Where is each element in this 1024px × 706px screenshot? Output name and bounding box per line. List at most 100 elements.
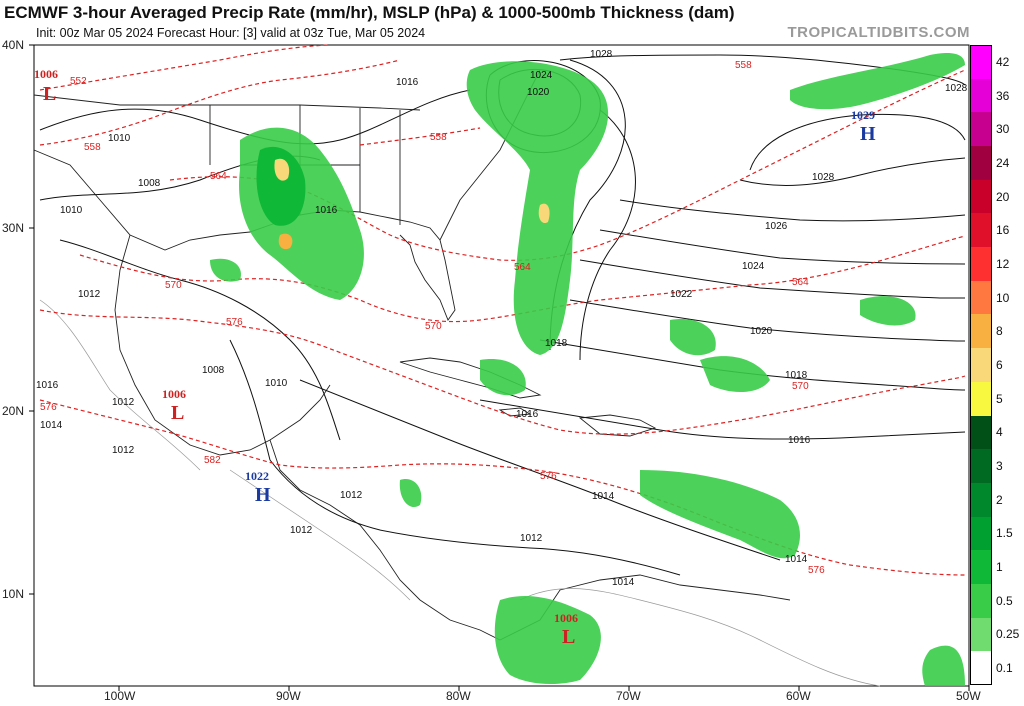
thickness-label: 564 [210, 171, 227, 182]
isobar-label: 1018 [545, 338, 568, 349]
colorbar-segment [970, 583, 992, 619]
colorbar-segment [970, 482, 992, 518]
lon-label: 60W [786, 689, 811, 703]
isobar-label: 1010 [108, 133, 131, 144]
isobar-label: 1012 [112, 397, 135, 408]
thickness-label: 552 [70, 76, 87, 87]
isobar-label: 1014 [785, 554, 808, 565]
isobar-label: 1022 [670, 289, 693, 300]
colorbar-label: 5 [996, 391, 1003, 406]
colorbar-label: 1.5 [996, 526, 1013, 541]
thickness-label: 564 [514, 262, 531, 273]
isobar-label: 1016 [36, 380, 59, 391]
isobar-label: 1010 [265, 378, 288, 389]
colorbar-label: 3 [996, 459, 1003, 474]
isobar-label: 1028 [812, 172, 835, 183]
colorbar-label: 8 [996, 324, 1003, 339]
lon-label: 80W [446, 689, 471, 703]
isobar-label: 1012 [340, 490, 363, 501]
colorbar-segment [970, 179, 992, 214]
coastlines [33, 69, 791, 641]
thickness-label: 558 [430, 132, 447, 143]
isobar-label: 1012 [290, 525, 313, 536]
lat-label: 10N [2, 587, 25, 601]
pressure-letter: L [171, 402, 184, 424]
isobar-label: 1020 [527, 87, 550, 98]
high-center-atlantic: 1029 H [851, 108, 876, 145]
pressure-centers: 1006 L 1006 L 1022 H 1006 L 1029 H [34, 67, 876, 648]
map-title: ECMWF 3-hour Averaged Precip Rate (mm/hr… [4, 3, 735, 22]
isobar-label: 1024 [742, 261, 765, 272]
lon-label: 70W [616, 689, 641, 703]
colorbar-segment [970, 381, 992, 416]
colorbar-label: 42 [996, 54, 1010, 69]
isobar-label: 1012 [112, 445, 135, 456]
isobar-label: 1014 [592, 491, 615, 502]
isobar-label-group: 1028 1024 1020 1016 1010 1008 1010 1016 … [36, 49, 968, 588]
colorbar-segment [970, 449, 992, 484]
pressure-value: 1029 [851, 108, 875, 122]
colorbar-segment [970, 415, 992, 450]
colorbar-segment [970, 78, 992, 113]
isobar-label: 1014 [40, 420, 63, 431]
thickness-label: 570 [425, 321, 442, 332]
thickness-label: 564 [792, 277, 809, 288]
pressure-letter: L [43, 83, 56, 105]
lat-label: 40N [2, 38, 25, 52]
colorbar-segment [970, 516, 992, 551]
colorbar-label: 24 [996, 155, 1010, 170]
axis-ticks [29, 44, 970, 691]
isobar-label: 1008 [202, 365, 225, 376]
colorbar-label: 0.25 [996, 627, 1020, 642]
colorbar-segment [970, 617, 992, 652]
colorbar-label: 6 [996, 358, 1003, 372]
thickness-label: 558 [735, 60, 752, 71]
isobar-label: 1028 [945, 83, 968, 94]
colorbar-label: 10 [996, 290, 1010, 305]
terrain-contours [39, 299, 881, 687]
colorbar-segment [970, 45, 992, 80]
thickness-label-group: 552 558 558 564 570 576 570 576 564 558 … [40, 60, 825, 576]
colorbar-label: 4 [996, 425, 1003, 440]
pressure-letter: H [255, 484, 271, 506]
isobar-label: 1026 [765, 221, 788, 232]
low-center-colombia: 1006 L [554, 611, 578, 648]
thickness-label: 576 [808, 565, 825, 576]
isobar-label: 1018 [785, 370, 808, 381]
thickness-label: 576 [540, 471, 557, 482]
isobar-label: 1012 [78, 289, 101, 300]
isobar-label: 1016 [396, 77, 419, 88]
pressure-letter: H [860, 123, 876, 145]
pressure-letter: L [562, 626, 575, 648]
thickness-label: 570 [165, 280, 182, 291]
high-center-central-america: 1022 H [245, 469, 271, 506]
colorbar-segment [970, 213, 992, 248]
isobar-label: 1012 [520, 533, 543, 544]
colorbar-label: 30 [996, 122, 1010, 137]
lon-label: 50W [956, 689, 981, 703]
thickness-label: 558 [84, 142, 101, 153]
thickness-label: 576 [226, 317, 243, 328]
lat-label: 20N [2, 404, 25, 418]
colorbar-segment [970, 112, 992, 147]
colorbar-segment [970, 314, 992, 349]
colorbar-label: 0.1 [996, 661, 1013, 676]
colorbar-segment [970, 280, 992, 315]
pressure-value: 1022 [245, 469, 269, 483]
isobar-label: 1016 [516, 409, 539, 420]
isobar-label: 1008 [138, 178, 161, 189]
colorbar-label: 36 [996, 88, 1010, 103]
low-center-mexico: 1006 L [162, 387, 186, 424]
thickness-label: 582 [204, 455, 221, 466]
pressure-value: 1006 [34, 67, 58, 81]
colorbar-label: 2 [996, 492, 1003, 507]
colorbar-segment [970, 651, 992, 686]
isobar-label: 1020 [750, 326, 773, 337]
colorbar-segment [970, 348, 992, 383]
colorbar-segment [970, 550, 992, 585]
colorbar-label: 0.5 [996, 593, 1013, 608]
thickness-label: 570 [792, 381, 809, 392]
watermark: TROPICALTIDBITS.COM [787, 24, 970, 41]
thickness-label: 576 [40, 402, 57, 413]
